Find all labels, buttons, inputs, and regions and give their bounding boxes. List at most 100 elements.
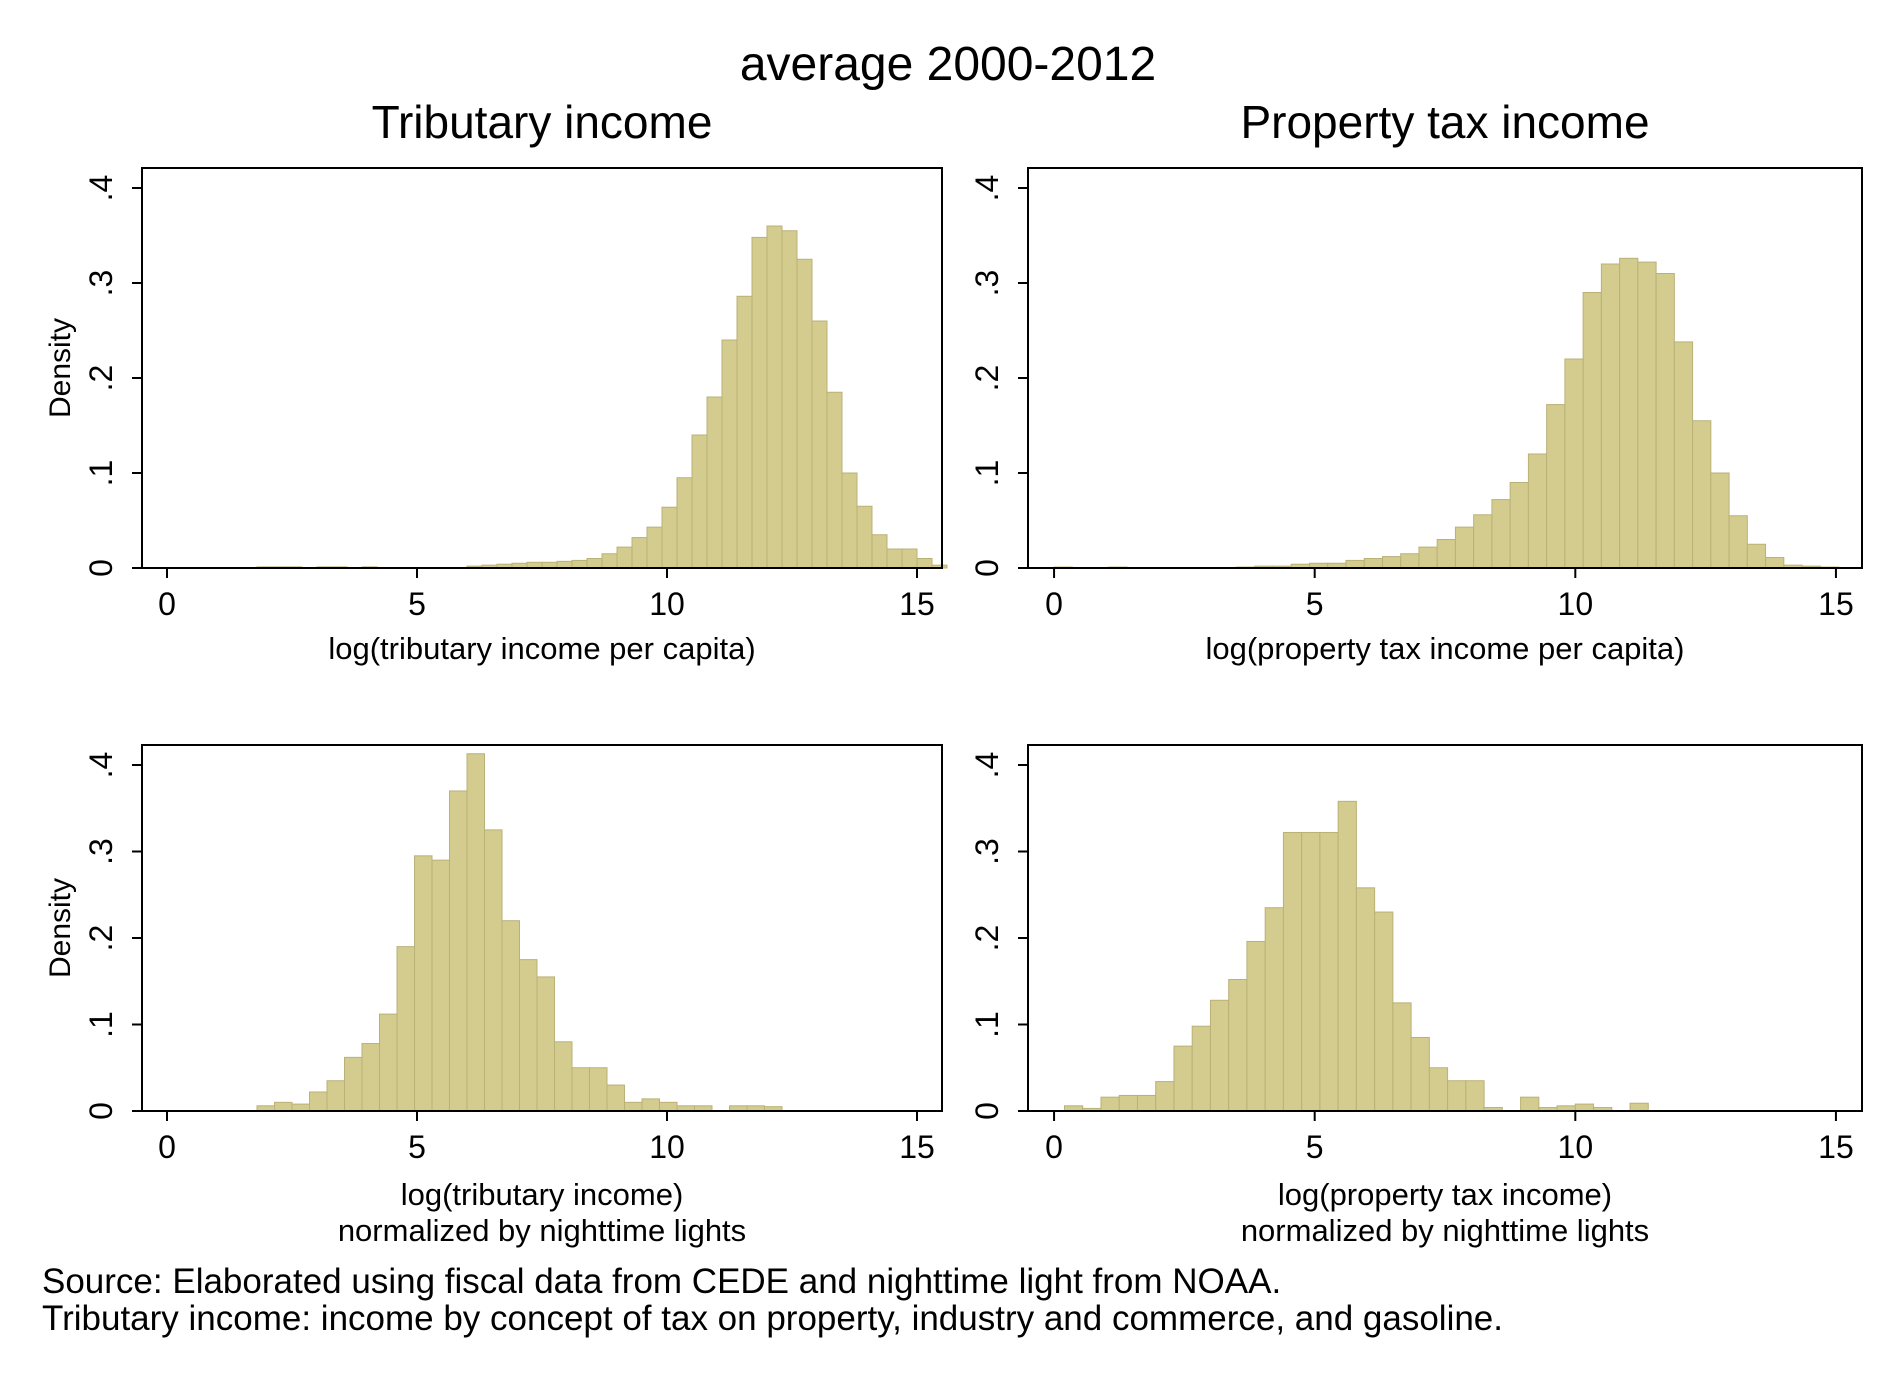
- histogram-bar: [571, 559, 588, 569]
- histogram-bar: [501, 920, 520, 1112]
- histogram-bar: [736, 295, 753, 569]
- histogram-bar: [396, 946, 415, 1112]
- histogram-bar: [1765, 557, 1785, 569]
- histogram-bar: [1301, 831, 1321, 1112]
- x-tick-label: 10: [1558, 586, 1594, 622]
- histogram-bar: [1454, 526, 1475, 569]
- y-tick-label: 0: [969, 559, 1005, 577]
- histogram-bar: [631, 537, 648, 569]
- histogram-bar: [431, 859, 450, 1112]
- x-tick-label: 5: [408, 1129, 426, 1165]
- histogram-bar: [1520, 1096, 1540, 1112]
- y-axis-label: Density: [44, 318, 77, 418]
- histogram-bar: [1400, 553, 1420, 569]
- histogram-bar: [1381, 556, 1402, 569]
- histogram-bar: [1447, 1080, 1467, 1112]
- histogram-bar: [691, 434, 708, 569]
- histogram-bar: [1191, 1025, 1211, 1112]
- y-tick-label: .4: [969, 175, 1005, 202]
- histogram-bar: [1527, 453, 1548, 569]
- histogram-bar: [886, 548, 903, 569]
- histogram-bar: [721, 339, 738, 569]
- y-tick-label: .3: [969, 270, 1005, 297]
- x-tick-label: 5: [408, 586, 426, 622]
- histogram-bar: [1319, 831, 1339, 1112]
- histogram-bar: [344, 1056, 363, 1112]
- histogram-bars: [1063, 800, 1649, 1112]
- histogram-bar: [1509, 482, 1529, 569]
- panel-title: Tributary income: [372, 96, 713, 148]
- histogram-bar: [1574, 1103, 1595, 1112]
- histogram-bar: [326, 1080, 345, 1112]
- histogram-bar: [856, 505, 873, 569]
- histogram-bar: [1746, 543, 1767, 569]
- y-tick-label: .2: [83, 365, 119, 392]
- y-tick-label: .2: [969, 365, 1005, 392]
- histogram-bar: [601, 553, 618, 569]
- x-axis-label: log(property tax income): [1278, 1177, 1612, 1212]
- histogram-bars: [256, 753, 783, 1112]
- y-tick-label: .1: [969, 460, 1005, 487]
- histogram-bar: [641, 1098, 660, 1112]
- y-tick-label: 0: [969, 1102, 1005, 1120]
- histogram-bar: [661, 506, 678, 569]
- histogram-bar: [291, 1103, 310, 1112]
- histogram-bar: [1582, 292, 1602, 569]
- panel-1: 0 5 10 15 0 .1 .2 .3 .4 Tributary income log(tribu…: [44, 96, 948, 666]
- histogram-bar: [766, 225, 783, 569]
- plot-frame: [141, 744, 943, 1112]
- x-tick-label: 0: [158, 1129, 176, 1165]
- histogram-bar: [1100, 1096, 1120, 1112]
- histogram-bar: [589, 1067, 608, 1112]
- histogram-bar: [811, 320, 828, 569]
- y-tick-label: .4: [969, 752, 1005, 779]
- histogram-bar: [659, 1101, 678, 1112]
- histogram-bar: [379, 1013, 398, 1112]
- y-tick-label: .1: [83, 460, 119, 487]
- histogram-bar: [466, 753, 485, 1112]
- panel-title: Property tax income: [1240, 96, 1649, 148]
- y-tick-label: .3: [969, 838, 1005, 865]
- histogram-bar: [414, 855, 433, 1112]
- histogram-bar: [606, 1084, 625, 1112]
- histogram-bar: [571, 1067, 590, 1112]
- histogram-bar: [449, 790, 468, 1112]
- histogram-bar: [1118, 1094, 1138, 1112]
- histogram-bar: [646, 526, 663, 569]
- y-tick-label: .4: [83, 175, 119, 202]
- y-tick-label: .1: [83, 1011, 119, 1038]
- histogram-bar: [1465, 1080, 1485, 1112]
- x-tick-label: 0: [1045, 586, 1063, 622]
- histogram-bar: [536, 976, 555, 1112]
- y-axis-label: Density: [44, 878, 77, 978]
- y-tick-label: 0: [83, 559, 119, 577]
- histogram-bar: [1428, 1067, 1449, 1112]
- x-tick-label: 10: [649, 1129, 685, 1165]
- histogram-bar: [1410, 1036, 1430, 1112]
- panel-4: 0 5 10 15 0 .1 .2 .3 .4 log(property tax income)n…: [969, 744, 1863, 1248]
- histogram-bar: [1337, 800, 1357, 1112]
- x-axis-label: log(tributary income per capita): [328, 631, 755, 666]
- y-tick-label: .3: [83, 270, 119, 297]
- histogram-bar: [1418, 546, 1438, 569]
- y-tick-label: 0: [83, 1102, 119, 1120]
- x-tick-label: 0: [158, 586, 176, 622]
- y-tick-label: .3: [83, 838, 119, 865]
- histogram-bar: [1209, 999, 1230, 1112]
- source-note: Source: Elaborated using fiscal data fro…: [42, 1262, 1282, 1301]
- histogram-bar: [1436, 539, 1456, 569]
- histogram-bar: [616, 546, 633, 569]
- histogram-bar: [916, 558, 933, 569]
- histogram-bar: [1228, 979, 1248, 1112]
- histogram-bar: [1345, 559, 1365, 569]
- histogram-bar: [274, 1101, 293, 1112]
- histogram-bar: [1392, 1002, 1412, 1112]
- x-tick-label: 0: [1045, 1129, 1063, 1165]
- histogram-bar: [1564, 358, 1584, 569]
- histogram-bar: [871, 534, 888, 569]
- histogram-bar: [706, 396, 723, 569]
- histogram-bar: [781, 230, 798, 569]
- histogram-bar: [554, 1041, 573, 1112]
- y-tick-label: .1: [969, 1011, 1005, 1038]
- histogram-bar: [624, 1101, 643, 1112]
